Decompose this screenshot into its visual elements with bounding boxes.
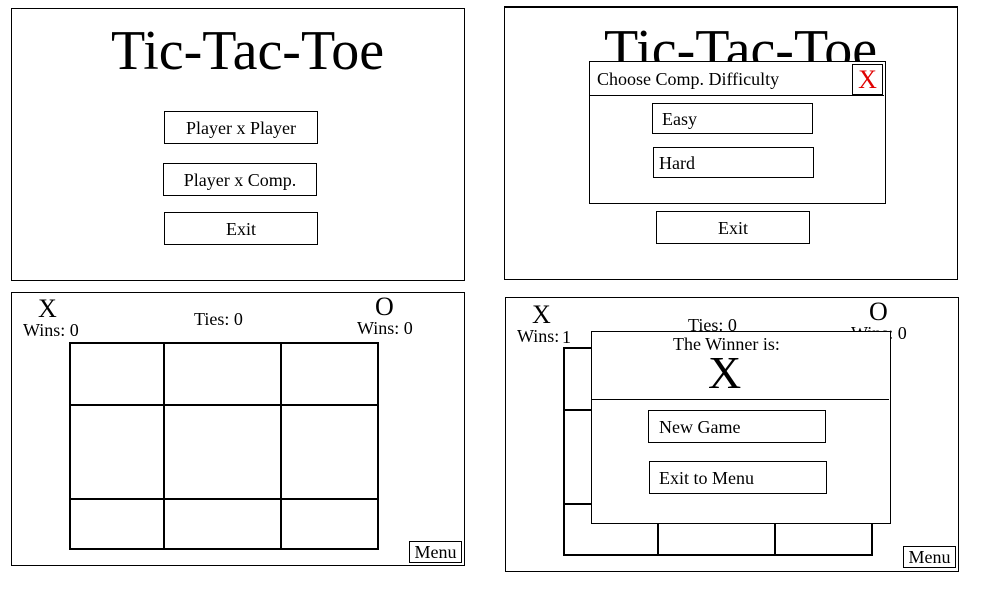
menu-button[interactable]: Menu — [409, 541, 462, 563]
winner-dialog: The Winner is: X New Game Exit to Menu — [591, 331, 891, 524]
board-cell[interactable] — [281, 499, 378, 549]
hard-button[interactable]: Hard — [653, 147, 814, 178]
board-cell[interactable] — [281, 343, 378, 405]
board-cell[interactable] — [70, 499, 164, 549]
winner-heading: The Winner is: — [673, 334, 780, 354]
ties-count: Ties: 0 — [688, 315, 737, 335]
player-o-label: O — [375, 292, 394, 321]
board-cell[interactable] — [164, 343, 281, 405]
difficulty-exit-button[interactable]: Exit — [656, 211, 810, 244]
winner-dialog-header: The Winner is: X — [592, 332, 889, 400]
game-board-panel: X Wins: 0 Ties: 0 O Wins: 0 Menu — [11, 292, 465, 566]
board-cell[interactable] — [164, 499, 281, 549]
player-vs-comp-button[interactable]: Player x Comp. — [163, 163, 317, 196]
main-menu-panel: Tic-Tac-Toe Player x Player Player x Com… — [11, 8, 465, 281]
main-menu-title: Tic-Tac-Toe — [111, 20, 385, 82]
easy-button[interactable]: Easy — [652, 103, 813, 134]
board-cell[interactable] — [70, 405, 164, 499]
player-x-label: X — [38, 294, 57, 323]
player-vs-player-button[interactable]: Player x Player — [164, 111, 318, 144]
player-o-label: O — [869, 297, 888, 326]
board-cell[interactable] — [164, 405, 281, 499]
winner-symbol: X — [708, 347, 742, 398]
new-game-button[interactable]: New Game — [648, 410, 826, 443]
exit-to-menu-button[interactable]: Exit to Menu — [649, 461, 827, 494]
menu-button[interactable]: Menu — [903, 546, 956, 568]
player-x-wins: Wins: 0 — [23, 320, 79, 340]
exit-button[interactable]: Exit — [164, 212, 318, 245]
difficulty-dialog: Choose Comp. Difficulty X Easy Hard — [589, 61, 886, 204]
player-x-label: X — [532, 300, 551, 329]
difficulty-dialog-title: Choose Comp. Difficulty — [597, 69, 780, 89]
close-dialog-button[interactable]: X — [852, 64, 883, 95]
close-icon: X — [858, 64, 877, 94]
player-o-wins: Wins: 0 — [357, 318, 413, 338]
player-x-wins: Wins: — [517, 326, 560, 346]
board-cell[interactable] — [70, 343, 164, 405]
winner-panel: X Wins: 1 Ties: 0 O Wins: 0 The Winner i… — [505, 297, 959, 572]
difficulty-panel: Tic-Tac-Toe Choose Comp. Difficulty X Ea… — [504, 6, 958, 280]
board-cell[interactable] — [281, 405, 378, 499]
board-grid — [69, 342, 379, 550]
ties-count: Ties: 0 — [194, 309, 243, 329]
player-x-wins-count: 1 — [562, 327, 571, 347]
difficulty-dialog-header: Choose Comp. Difficulty X — [590, 62, 884, 96]
